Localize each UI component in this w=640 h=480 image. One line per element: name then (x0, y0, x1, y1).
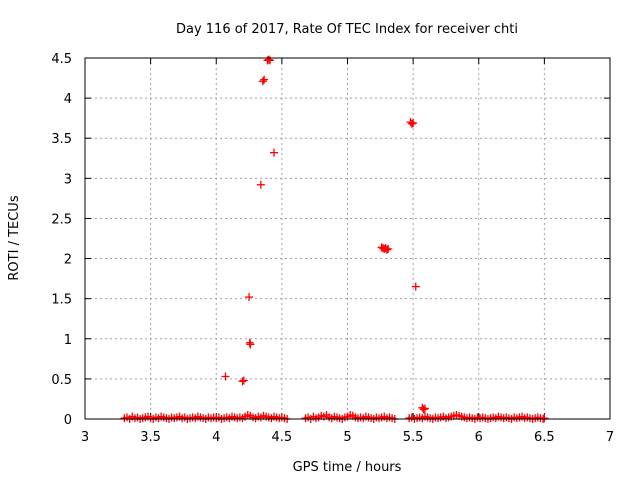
grid (85, 58, 610, 419)
y-tick-label: 3 (64, 172, 72, 187)
data-point (238, 377, 247, 386)
data-point (245, 338, 254, 347)
data-point (540, 414, 549, 423)
data-markers (120, 55, 549, 423)
y-tick-label: 2.5 (51, 212, 72, 227)
y-tick-label: 1.5 (51, 293, 72, 308)
data-point (260, 75, 269, 84)
x-tick-label: 6.5 (534, 430, 555, 445)
data-point (221, 372, 230, 381)
data-point (246, 340, 255, 349)
data-point (256, 180, 265, 189)
data-point (409, 118, 418, 127)
x-axis-label: GPS time / hours (293, 460, 402, 475)
data-point (384, 244, 393, 253)
y-tick-label: 4.5 (51, 52, 72, 67)
x-tick-label: 5.5 (403, 430, 424, 445)
x-tick-labels: 3 3.5 4 4.5 5 5.5 6 6.5 7 (81, 430, 614, 445)
x-tick-label: 4 (212, 430, 220, 445)
data-point (270, 148, 278, 157)
data-point (411, 282, 420, 291)
chart-title: Day 116 of 2017, Rate Of TEC Index for r… (176, 22, 518, 37)
x-tick-label: 7 (606, 430, 614, 445)
x-tick-label: 5 (343, 430, 351, 445)
x-tick-label: 3.5 (140, 430, 161, 445)
plot-frame (84, 57, 611, 420)
y-tick-label: 3.5 (51, 132, 72, 147)
y-tick-label: 1 (64, 333, 72, 348)
x-tick-label: 3 (81, 430, 89, 445)
data-point (258, 77, 267, 86)
y-axis-label: ROTI / TECUs (7, 195, 22, 280)
x-tick-label: 4.5 (272, 430, 293, 445)
data-point (245, 293, 254, 302)
y-tick-labels: 0 0.5 1 1.5 2 2.5 3 3.5 4 4.5 (51, 52, 72, 428)
y-tick-label: 0.5 (51, 373, 72, 388)
data-point (419, 405, 428, 414)
data-point (420, 404, 429, 413)
data-point (407, 119, 416, 128)
data-point (264, 55, 273, 64)
y-tick-label: 2 (64, 253, 72, 268)
data-point (382, 245, 391, 254)
x-tick-label: 6 (475, 430, 483, 445)
y-tick-label: 0 (64, 413, 72, 428)
data-point (239, 376, 248, 385)
y-tick-label: 4 (64, 92, 72, 107)
